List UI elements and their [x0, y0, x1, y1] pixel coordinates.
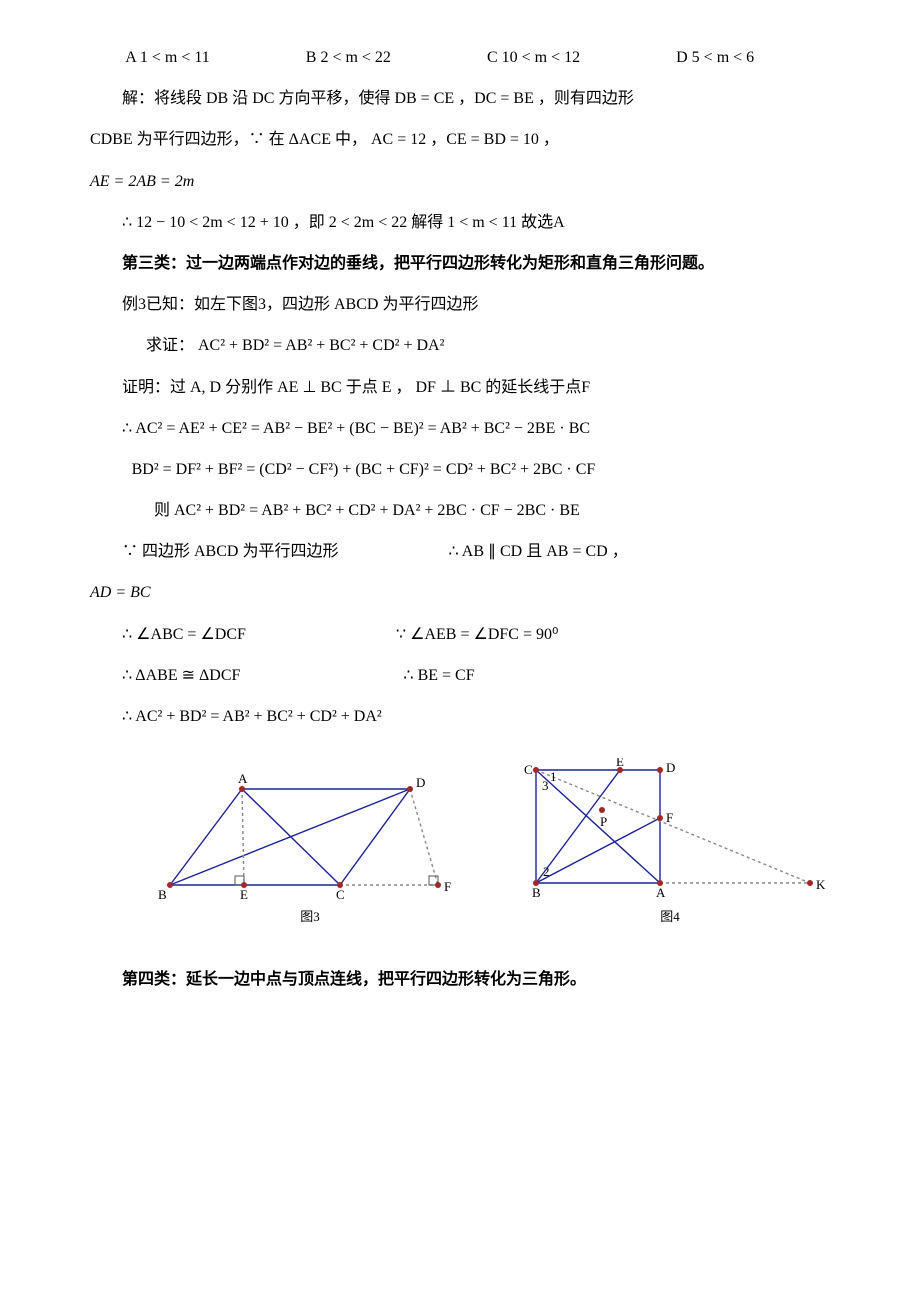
svg-text:B: B	[158, 887, 167, 902]
svg-text:P: P	[600, 814, 607, 829]
figure-3-caption: 图3	[150, 903, 470, 932]
proof-eq-2: BD² = DF² + BF² = (CD² − CF²) + (BC + CF…	[90, 452, 830, 487]
svg-text:E: E	[616, 758, 624, 769]
svg-text:B: B	[532, 885, 541, 900]
figure-4: C E D F P B A K 13 2 图4	[510, 758, 830, 932]
option-a: A 1 < m < 11	[125, 40, 210, 75]
example3-given: 例3已知：如左下图3，四边形 ABCD 为平行四边形	[90, 287, 830, 322]
solution-line-1: 解：将线段 DB 沿 DC 方向平移，使得 DB = CE ，DC = BE ，…	[90, 81, 830, 116]
svg-text:C: C	[524, 762, 533, 777]
solution-line-4: ∴ 12 − 10 < 2m < 12 + 10 ，即 2 < 2m < 22 …	[90, 205, 830, 240]
svg-text:A: A	[656, 885, 666, 900]
option-b: B 2 < m < 22	[306, 40, 391, 75]
proof-conclusion: ∴ AC² + BD² = AB² + BC² + CD² + DA²	[90, 699, 830, 734]
svg-text:K: K	[816, 877, 826, 892]
svg-text:C: C	[336, 887, 345, 902]
svg-text:3: 3	[542, 778, 549, 793]
option-c: C 10 < m < 12	[487, 40, 580, 75]
svg-text:E: E	[240, 887, 248, 902]
section-3-heading: 第三类：过一边两端点作对边的垂线，把平行四边形转化为矩形和直角三角形问题。	[90, 246, 830, 281]
example3-proof-start: 证明：过 A, D 分别作 AE ⊥ BC 于点 E ， DF ⊥ BC 的延长…	[90, 370, 830, 405]
svg-text:F: F	[444, 879, 451, 894]
proof-angle-abc: ∴ ∠ABC = ∠DCF	[122, 617, 246, 652]
figure-4-caption: 图4	[510, 903, 830, 932]
proof-angle-aeb: ∵ ∠AEB = ∠DFC = 90⁰	[396, 617, 558, 652]
proof-eq-3: 则 AC² + BD² = AB² + BC² + CD² + DA² + 2B…	[90, 493, 830, 528]
svg-text:D: D	[416, 775, 425, 790]
example3-prove: 求证： AC² + BD² = AB² + BC² + CD² + DA²	[90, 328, 830, 363]
svg-text:1: 1	[550, 769, 557, 784]
proof-ab-parallel-cd: ∴ AB ∥ CD 且 AB = CD ，	[448, 534, 627, 569]
figure-3: A D B E C F 图3	[150, 773, 470, 932]
svg-text:F: F	[666, 810, 673, 825]
solution-line-3: AE = 2AB = 2m	[90, 164, 830, 199]
proof-eq-1: ∴ AC² = AE² + CE² = AB² − BE² + (BC − BE…	[90, 411, 830, 446]
svg-text:2: 2	[543, 864, 550, 879]
proof-be-cf: ∴ BE = CF	[403, 658, 474, 693]
svg-text:D: D	[666, 760, 675, 775]
proof-because-parallelogram: ∵ 四边形 ABCD 为平行四边形	[122, 534, 338, 569]
svg-text:A: A	[238, 773, 248, 786]
section-4-heading: 第四类：延长一边中点与顶点连线，把平行四边形转化为三角形。	[90, 962, 830, 997]
proof-ad-bc: AD = BC	[90, 575, 830, 610]
solution-line-2: CDBE 为平行四边形，∵ 在 ΔACE 中， AC = 12 ，CE = BD…	[90, 122, 830, 157]
option-d: D 5 < m < 6	[676, 40, 754, 75]
proof-congruent: ∴ ΔABE ≅ ΔDCF	[122, 658, 240, 693]
